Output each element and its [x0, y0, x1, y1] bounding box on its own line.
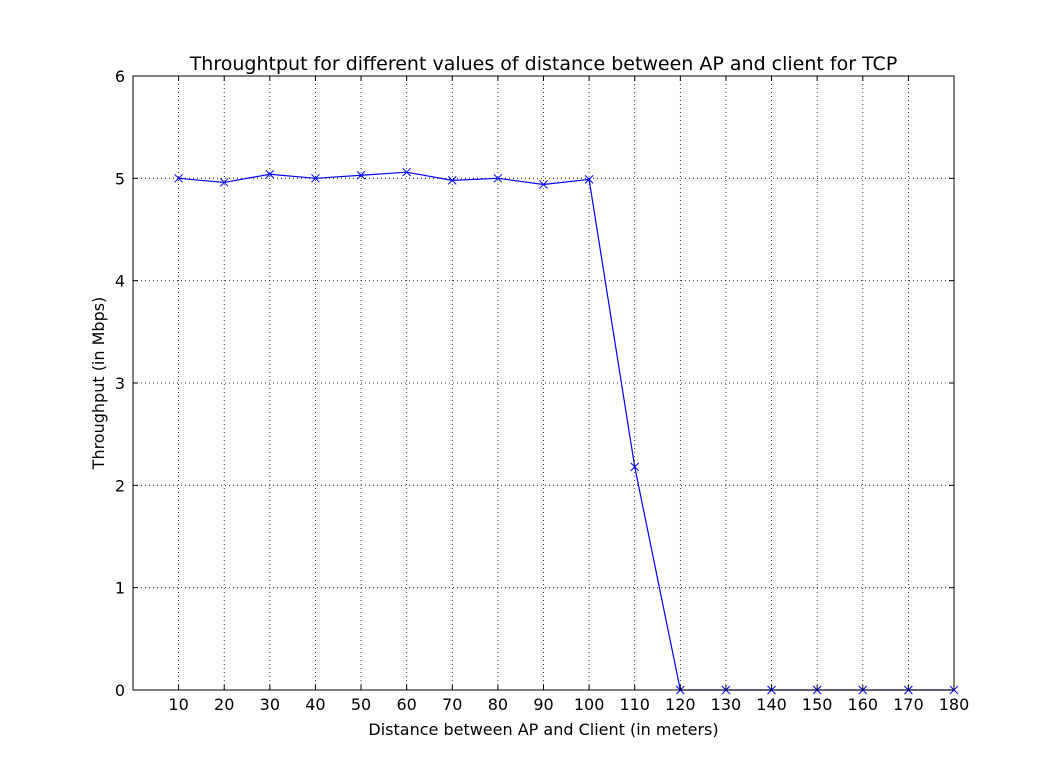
- x-tick-label: 100: [574, 695, 605, 714]
- y-tick-label: 3: [115, 374, 125, 393]
- x-tick-label: 50: [351, 695, 371, 714]
- tick-layer: 10 20 30 40 50 60 70 80 90 100 110 120 130 140 150 160 1…: [115, 67, 969, 714]
- data-point-marker: [630, 462, 640, 472]
- data-point-marker: [311, 173, 320, 183]
- x-tick-label: 130: [711, 695, 742, 714]
- y-tick-label: 6: [115, 67, 125, 86]
- y-tick-label: 5: [115, 169, 125, 188]
- x-tick-label: 60: [396, 695, 416, 714]
- x-tick-label: 180: [939, 695, 970, 714]
- y-axis-title: Throughput (in Mbps): [89, 297, 108, 471]
- x-tick-label: 140: [756, 695, 787, 714]
- x-tick-label: 110: [619, 695, 650, 714]
- x-tick-label: 160: [848, 695, 879, 714]
- y-tick-label: 4: [115, 272, 125, 291]
- x-tick-label: 90: [533, 695, 553, 714]
- chart-title: Throughtput for different values of dist…: [189, 53, 898, 75]
- x-tick-label: 170: [893, 695, 924, 714]
- data-point-marker: [584, 175, 594, 184]
- y-tick-label: 2: [115, 476, 125, 495]
- data-point-marker: [402, 167, 412, 177]
- x-tick-label: 150: [802, 695, 833, 714]
- x-tick-label: 80: [488, 695, 508, 714]
- data-point-marker: [174, 173, 183, 183]
- y-tick-label: 1: [115, 579, 125, 598]
- data-point-marker: [265, 169, 275, 179]
- data-point-marker: [447, 176, 457, 185]
- data-point-marker: [539, 180, 548, 189]
- x-tick-label: 10: [168, 695, 188, 714]
- x-axis-title: Distance between AP and Client (in meter…: [368, 720, 718, 739]
- y-tick-label: 0: [115, 681, 125, 700]
- data-point-marker: [356, 170, 366, 180]
- x-tick-label: 20: [214, 695, 234, 714]
- x-tick-label: 70: [442, 695, 462, 714]
- data-point-marker: [493, 173, 503, 183]
- x-tick-label: 30: [260, 695, 280, 714]
- x-tick-label: 120: [665, 695, 696, 714]
- data-point-marker: [219, 178, 229, 187]
- x-tick-label: 40: [305, 695, 325, 714]
